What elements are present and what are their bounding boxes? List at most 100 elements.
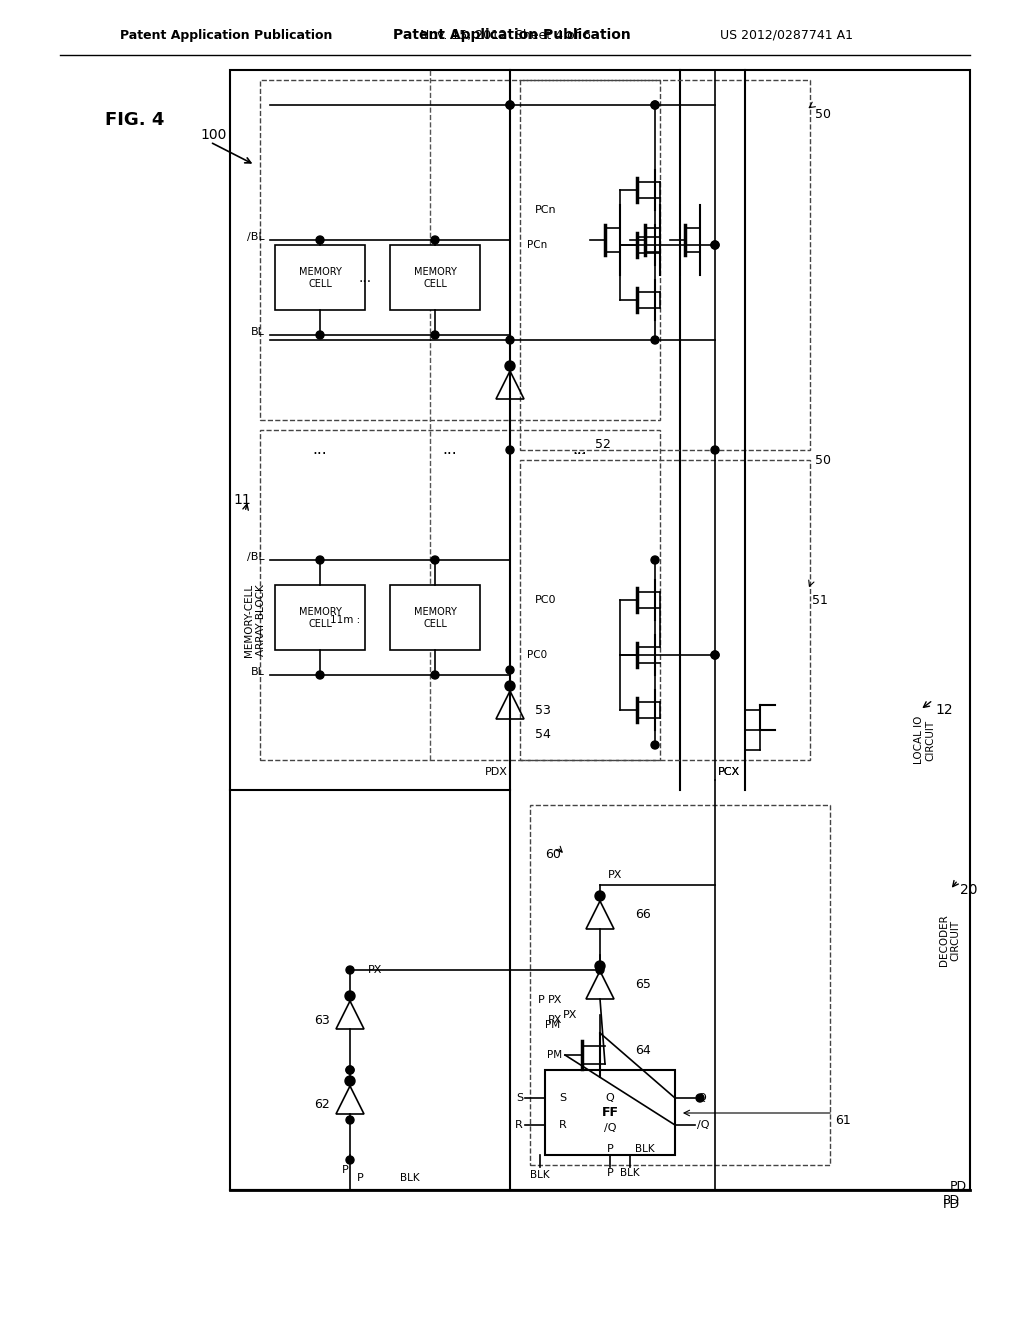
Text: 64: 64: [635, 1044, 650, 1056]
Bar: [520, 459, 810, 760]
Circle shape: [651, 102, 659, 110]
Text: PX: PX: [608, 870, 623, 880]
Text: 50: 50: [815, 108, 831, 121]
Text: /BL: /BL: [248, 232, 265, 242]
Text: PCX: PCX: [718, 767, 740, 777]
Bar: [390, 246, 480, 310]
Bar: [275, 246, 365, 310]
Text: P: P: [342, 1166, 348, 1175]
Circle shape: [506, 667, 514, 675]
Circle shape: [711, 651, 719, 659]
Circle shape: [346, 966, 354, 974]
Text: P: P: [539, 995, 545, 1005]
Text: 51: 51: [812, 594, 827, 606]
Circle shape: [506, 102, 514, 110]
Circle shape: [696, 1094, 705, 1102]
Text: ...: ...: [358, 271, 372, 285]
Text: FF: FF: [601, 1106, 618, 1119]
Text: PDX: PDX: [485, 767, 508, 777]
Circle shape: [505, 360, 515, 371]
Text: Nov. 15, 2012  Sheet 4 of 6: Nov. 15, 2012 Sheet 4 of 6: [420, 29, 591, 41]
Circle shape: [431, 236, 439, 244]
Text: 12: 12: [935, 704, 952, 717]
Circle shape: [651, 337, 659, 345]
Circle shape: [431, 671, 439, 678]
Text: 65: 65: [635, 978, 651, 991]
Text: BLK: BLK: [530, 1170, 550, 1180]
Circle shape: [651, 741, 659, 748]
Circle shape: [596, 966, 604, 974]
Circle shape: [651, 102, 659, 110]
Text: 54: 54: [535, 729, 551, 742]
Circle shape: [316, 236, 324, 244]
Bar: [260, 81, 660, 420]
Text: Patent Application Publication: Patent Application Publication: [120, 29, 333, 41]
Text: 63: 63: [314, 1014, 330, 1027]
Text: US 2012/0287741 A1: US 2012/0287741 A1: [720, 29, 853, 41]
Bar: [260, 430, 660, 760]
Bar: [530, 805, 830, 1166]
Circle shape: [595, 961, 605, 972]
Circle shape: [316, 556, 324, 564]
Text: Patent Application Publication: Patent Application Publication: [393, 28, 631, 42]
Text: PCX: PCX: [718, 767, 740, 777]
Text: S: S: [516, 1093, 523, 1104]
Text: PM: PM: [547, 1049, 562, 1060]
Text: PD: PD: [950, 1180, 967, 1193]
Text: 62: 62: [314, 1098, 330, 1111]
Text: 100: 100: [200, 128, 226, 143]
Text: PCn: PCn: [527, 240, 547, 249]
Text: 20: 20: [961, 883, 978, 898]
Text: 66: 66: [635, 908, 650, 921]
Text: P: P: [606, 1168, 613, 1177]
Text: P: P: [606, 1144, 613, 1154]
Text: /Q: /Q: [604, 1123, 616, 1133]
Text: 53: 53: [535, 704, 551, 717]
Text: R: R: [559, 1119, 567, 1130]
Text: LOCAL IO
CIRCUIT: LOCAL IO CIRCUIT: [914, 715, 936, 764]
Text: Q: Q: [697, 1093, 706, 1104]
Circle shape: [711, 651, 719, 659]
Text: P: P: [356, 1173, 364, 1183]
Text: PD: PD: [943, 1193, 961, 1206]
Circle shape: [346, 1115, 354, 1125]
Circle shape: [506, 446, 514, 454]
Text: ...: ...: [574, 444, 586, 457]
Text: BLK: BLK: [400, 1173, 420, 1183]
Circle shape: [346, 1067, 354, 1074]
Text: 52: 52: [595, 438, 611, 451]
Bar: [520, 81, 810, 450]
Text: DECODER
CIRCUIT: DECODER CIRCUIT: [939, 915, 961, 966]
Text: PX: PX: [548, 1015, 562, 1026]
Circle shape: [506, 102, 514, 110]
Text: ...: ...: [442, 442, 458, 458]
Text: MEMORY
CELL: MEMORY CELL: [414, 607, 457, 628]
Text: MEMORY-CELL
ARRAY BLOCK: MEMORY-CELL ARRAY BLOCK: [244, 583, 265, 656]
Text: BL: BL: [251, 667, 265, 677]
Circle shape: [431, 556, 439, 564]
Bar: [230, 70, 970, 1191]
Circle shape: [595, 891, 605, 902]
Circle shape: [346, 1067, 354, 1074]
Text: 11: 11: [233, 492, 251, 507]
Text: PX: PX: [562, 1010, 577, 1020]
Circle shape: [711, 242, 719, 249]
Text: BLK: BLK: [635, 1144, 654, 1154]
Text: PC0: PC0: [527, 649, 547, 660]
Text: MEMORY
CELL: MEMORY CELL: [414, 267, 457, 289]
Circle shape: [651, 556, 659, 564]
Text: 61: 61: [835, 1114, 851, 1126]
Bar: [545, 1071, 675, 1155]
Text: BL: BL: [251, 327, 265, 337]
Circle shape: [346, 1156, 354, 1164]
Circle shape: [345, 1076, 355, 1086]
Circle shape: [316, 331, 324, 339]
Text: MEMORY
CELL: MEMORY CELL: [299, 267, 341, 289]
Circle shape: [431, 331, 439, 339]
Text: FIG. 4: FIG. 4: [105, 111, 165, 129]
Circle shape: [316, 671, 324, 678]
Text: PC0: PC0: [535, 595, 556, 605]
Text: R: R: [515, 1119, 523, 1130]
Circle shape: [711, 446, 719, 454]
Text: PM: PM: [545, 1020, 560, 1030]
